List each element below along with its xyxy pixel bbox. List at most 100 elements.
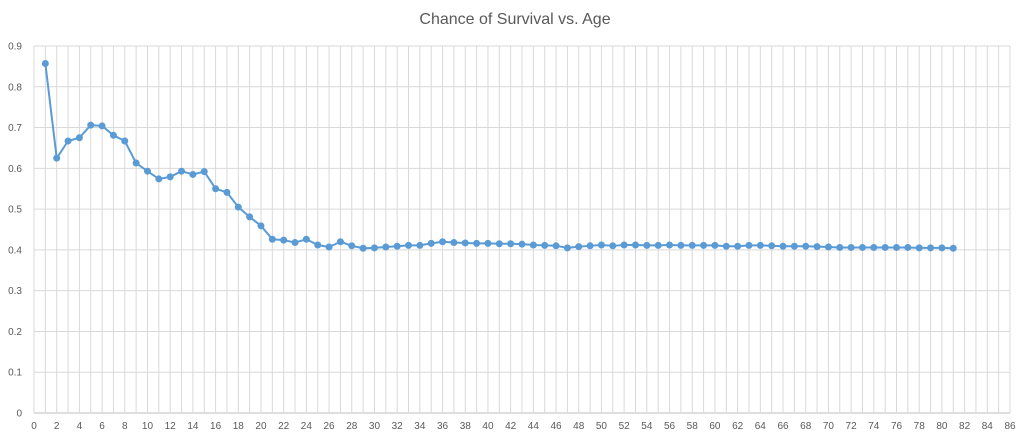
data-point [461, 239, 469, 247]
data-point [609, 242, 617, 250]
data-point [700, 241, 708, 249]
data-point [847, 243, 855, 251]
data-point [597, 241, 605, 249]
x-tick-label: 0 [31, 421, 37, 432]
x-tick-label: 14 [187, 421, 199, 432]
data-point [393, 242, 401, 250]
data-point [200, 168, 208, 176]
data-point [416, 241, 424, 249]
x-tick-label: 68 [800, 421, 812, 432]
data-point [756, 241, 764, 249]
data-point [257, 222, 265, 230]
data-point [109, 131, 117, 139]
data-point [359, 244, 367, 252]
data-point [495, 240, 503, 248]
data-point [212, 185, 220, 193]
x-tick-label: 42 [505, 421, 517, 432]
x-tick-label: 82 [959, 421, 971, 432]
data-point [336, 238, 344, 246]
data-point [234, 203, 242, 211]
data-point [552, 242, 560, 250]
data-point [541, 241, 549, 249]
data-point [143, 167, 151, 175]
x-tick-label: 66 [777, 421, 789, 432]
data-point [246, 213, 254, 221]
data-point [75, 134, 83, 142]
data-point [178, 167, 186, 175]
x-tick-label: 30 [369, 421, 381, 432]
data-point [904, 243, 912, 251]
x-tick-label: 80 [936, 421, 948, 432]
data-point [881, 243, 889, 251]
data-point [711, 241, 719, 249]
x-tick-label: 12 [165, 421, 177, 432]
x-tick-label: 40 [482, 421, 494, 432]
x-tick-label: 72 [846, 421, 858, 432]
x-tick-label: 74 [868, 421, 880, 432]
data-point [802, 242, 810, 250]
x-tick-label: 38 [460, 421, 472, 432]
data-point [813, 243, 821, 251]
x-tick-label: 62 [732, 421, 744, 432]
x-tick-label: 22 [278, 421, 290, 432]
x-tick-label: 4 [77, 421, 83, 432]
x-tick-label: 24 [301, 421, 313, 432]
data-point [325, 243, 333, 251]
chart-title: Chance of Survival vs. Age [419, 11, 611, 28]
x-tick-label: 64 [755, 421, 767, 432]
x-tick-label: 44 [528, 421, 540, 432]
data-point [121, 137, 129, 145]
data-point [132, 159, 140, 167]
data-point [586, 242, 594, 250]
data-point [870, 243, 878, 251]
x-tick-label: 36 [437, 421, 449, 432]
data-point [302, 235, 310, 243]
x-tick-label: 50 [596, 421, 608, 432]
data-point [53, 154, 61, 162]
data-point [938, 244, 946, 252]
data-point [223, 188, 231, 196]
data-point [473, 239, 481, 247]
data-point [893, 243, 901, 251]
x-tick-label: 28 [346, 421, 358, 432]
data-point [768, 242, 776, 250]
y-tick-label: 0.5 [8, 205, 22, 216]
data-point [620, 241, 628, 249]
data-point [450, 239, 458, 247]
data-point [518, 240, 526, 248]
x-tick-label: 70 [823, 421, 835, 432]
x-tick-label: 60 [709, 421, 721, 432]
data-point [529, 241, 537, 249]
data-point [824, 243, 832, 251]
y-tick-label: 0 [16, 409, 22, 420]
data-point [949, 244, 957, 252]
x-tick-label: 32 [392, 421, 404, 432]
data-point [677, 241, 685, 249]
x-tick-label: 10 [142, 421, 154, 432]
data-point [87, 121, 95, 129]
x-tick-label: 34 [414, 421, 426, 432]
data-point [631, 241, 639, 249]
data-point [291, 239, 299, 247]
data-point [927, 244, 935, 252]
data-point [370, 244, 378, 252]
y-tick-label: 0.8 [8, 82, 22, 93]
data-point [654, 241, 662, 249]
x-tick-label: 48 [573, 421, 585, 432]
data-point [166, 173, 174, 181]
data-point [427, 239, 435, 247]
data-point [507, 240, 515, 248]
x-tick-label: 58 [687, 421, 699, 432]
x-tick-label: 52 [619, 421, 631, 432]
x-tick-label: 8 [122, 421, 128, 432]
x-tick-label: 46 [550, 421, 562, 432]
data-point [734, 242, 742, 250]
y-tick-label: 0.2 [8, 327, 22, 338]
y-tick-label: 0.1 [8, 368, 22, 379]
x-tick-label: 56 [664, 421, 676, 432]
y-tick-label: 0.9 [8, 42, 22, 53]
x-tick-label: 84 [982, 421, 994, 432]
data-point [98, 122, 106, 130]
